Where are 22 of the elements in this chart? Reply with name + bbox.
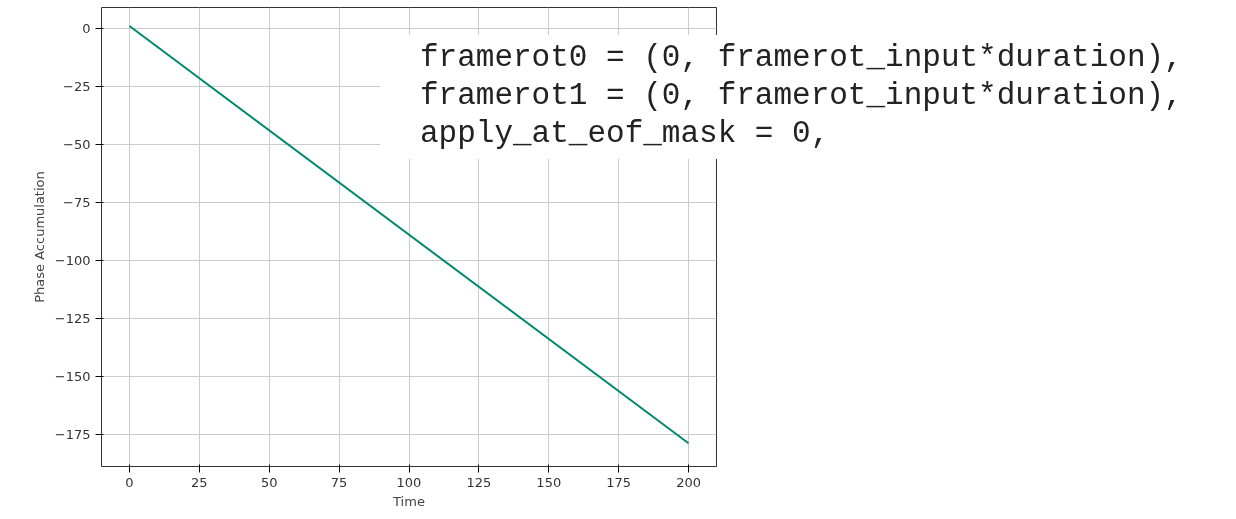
x-tick-label: 175 bbox=[606, 474, 632, 490]
y-tick-label: −100 bbox=[54, 252, 91, 268]
y-tick-label: −50 bbox=[63, 136, 91, 152]
annotation: framerot0 = (0, framerot_input*duration), bbox=[420, 40, 1183, 75]
x-tick-label: 25 bbox=[191, 474, 208, 490]
x-tick-label: 200 bbox=[676, 474, 701, 490]
x-axis-title: Time bbox=[392, 493, 425, 509]
x-tick-label: 75 bbox=[330, 474, 348, 490]
annotation: apply_at_eof_mask = 0, bbox=[420, 116, 830, 151]
y-tick-label: −75 bbox=[63, 194, 91, 210]
y-tick-label: −175 bbox=[54, 426, 91, 442]
y-tick-label: 0 bbox=[82, 20, 91, 36]
annotation: framerot1 = (0, framerot_input*duration), bbox=[420, 78, 1183, 113]
x-tick-label: 50 bbox=[260, 474, 278, 490]
x-tick-label: 100 bbox=[396, 474, 422, 490]
y-tick-label: −150 bbox=[54, 368, 91, 384]
y-tick-label: −125 bbox=[54, 310, 91, 326]
y-axis-title: Phase Accumulation bbox=[31, 171, 47, 303]
x-tick-label: 150 bbox=[536, 474, 562, 490]
x-tick-label: 0 bbox=[125, 474, 134, 490]
y-tick-label: −25 bbox=[63, 78, 91, 94]
x-tick-label: 125 bbox=[466, 474, 492, 490]
